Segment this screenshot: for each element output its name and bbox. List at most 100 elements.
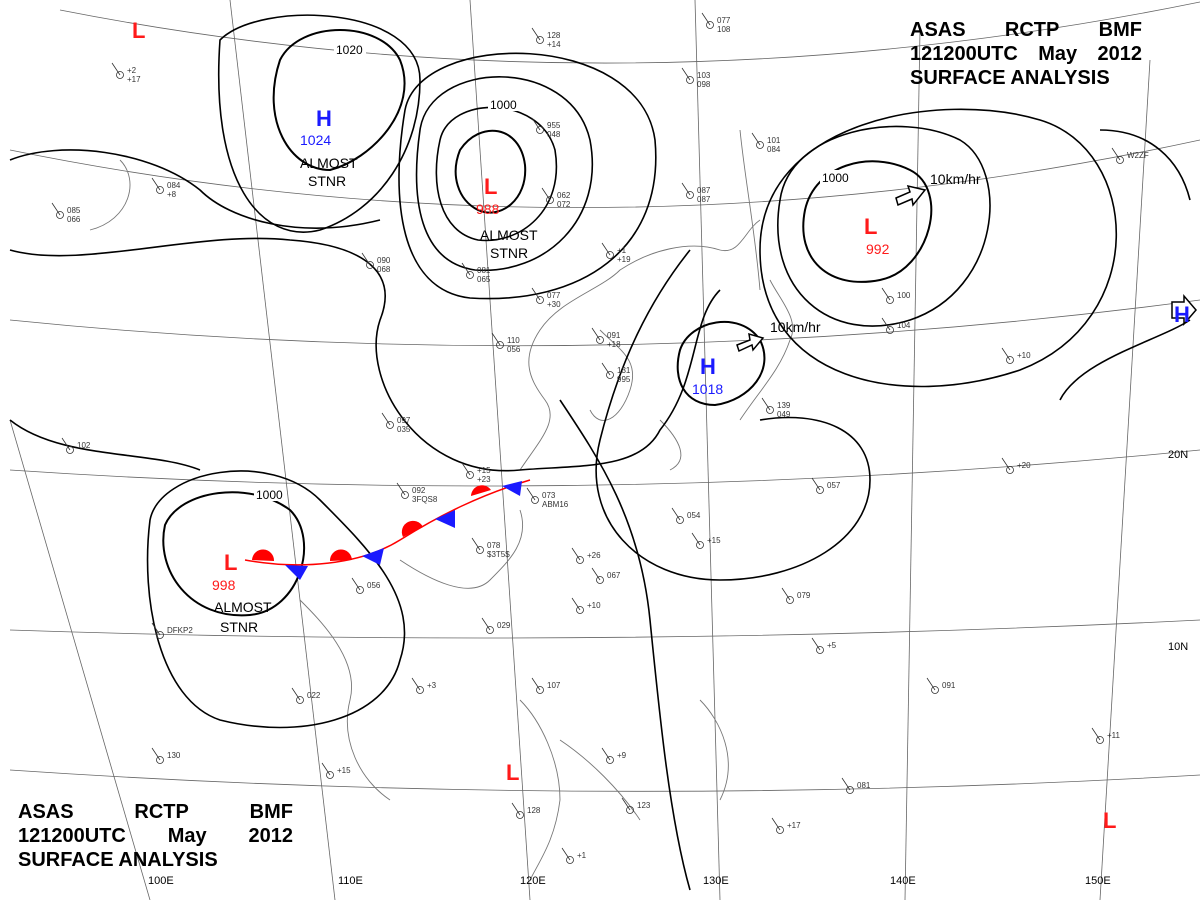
wind-barb	[781, 587, 791, 601]
station-circle	[326, 771, 334, 779]
station-value: +18	[607, 340, 621, 349]
station-value: +17	[787, 821, 801, 830]
station-value: 087	[697, 195, 711, 204]
station-circle	[156, 756, 164, 764]
station-value: +20	[1017, 461, 1031, 470]
station-circle	[706, 21, 714, 29]
wind-barb	[351, 577, 361, 591]
station-circle	[536, 296, 544, 304]
wind-barb	[601, 747, 611, 761]
wind-barb	[561, 847, 571, 861]
station-circle	[606, 251, 614, 259]
station-value: +11	[1107, 731, 1121, 740]
wind-barb	[811, 637, 821, 651]
header-word: 2012	[1097, 43, 1143, 65]
low-pressure-label: L	[224, 550, 237, 575]
wind-barb	[526, 487, 536, 501]
station-circle	[816, 646, 824, 654]
station-value: 098	[697, 80, 711, 89]
station-value: +15	[707, 536, 721, 545]
station-value: 955	[547, 121, 561, 130]
cold-front-barb	[285, 565, 308, 580]
station-value: ABM16	[542, 500, 569, 509]
station-circle	[886, 326, 894, 334]
low-pressure-label: L	[506, 760, 519, 785]
station-value: +15	[477, 466, 491, 475]
station-circle	[931, 686, 939, 694]
stationary-note-line2: STNR	[490, 245, 528, 261]
station-circle	[686, 76, 694, 84]
station-value: 128	[527, 806, 541, 815]
isobars	[9, 14, 1191, 891]
station-value: 107	[547, 681, 561, 690]
station-value: 085	[67, 206, 81, 215]
longitude-lines	[9, 0, 1151, 901]
station-value: DFKP2	[167, 626, 193, 635]
station-value: 139	[777, 401, 791, 410]
low-pressure-value: 998	[212, 577, 236, 593]
wind-barb	[541, 187, 551, 201]
station-circle	[296, 696, 304, 704]
wind-barb	[591, 327, 601, 341]
station-value: +10	[1017, 351, 1031, 360]
station-value: 049	[777, 410, 791, 419]
station-value: 091	[942, 681, 956, 690]
station-value: 995	[617, 375, 631, 384]
station-value: 067	[607, 571, 621, 580]
wind-barb	[471, 537, 481, 551]
station-circle	[596, 336, 604, 344]
stationary-note-line1: ALMOST	[214, 599, 272, 615]
wind-barb	[51, 202, 61, 216]
station-circle	[356, 586, 364, 594]
station-circle	[536, 126, 544, 134]
warm-front-bump	[329, 549, 352, 561]
station-circle	[66, 446, 74, 454]
wind-barb	[511, 802, 521, 816]
wind-barb	[151, 622, 161, 636]
station-value: 056	[367, 581, 381, 590]
station-value: W2ZF	[1127, 151, 1149, 160]
wind-barb	[151, 177, 161, 191]
header-word: 121200UTC	[910, 43, 1018, 65]
low-pressure-label: L	[132, 18, 145, 43]
station-value: +1	[577, 851, 587, 860]
station-value: +30	[547, 300, 561, 309]
wind-barb	[881, 287, 891, 301]
station-value: +5	[827, 641, 837, 650]
warm-front-bump	[401, 520, 423, 537]
station-value: 097	[397, 416, 411, 425]
station-circle	[686, 191, 694, 199]
wind-barb	[591, 567, 601, 581]
low-pressure-label: L	[1103, 808, 1116, 833]
station-circle	[466, 471, 474, 479]
station-circle	[466, 271, 474, 279]
station-circle	[486, 626, 494, 634]
station-value: 065	[477, 275, 491, 284]
wind-barb	[571, 547, 581, 561]
header-title: SURFACE ANALYSIS	[910, 67, 1110, 89]
lon-label: 100E	[148, 875, 174, 887]
wind-barb	[751, 132, 761, 146]
low-pressure-value: 988	[476, 201, 500, 217]
wind-barb	[671, 507, 681, 521]
wind-barb	[571, 597, 581, 611]
lon-label: 130E	[703, 875, 729, 887]
station-circle	[676, 516, 684, 524]
wind-barb	[601, 242, 611, 256]
station-value: 110	[507, 336, 520, 345]
wind-barb	[396, 482, 406, 496]
warm-front-bump	[471, 485, 491, 496]
wind-barb	[361, 252, 371, 266]
wind-barb	[621, 797, 631, 811]
wind-barb	[761, 397, 771, 411]
header-word: May	[167, 825, 207, 847]
high-pressure-value: 1024	[300, 132, 331, 148]
station-value: +23	[477, 475, 491, 484]
isobar-label: 1000	[490, 98, 517, 112]
station-circle	[156, 631, 164, 639]
station-value: 101	[767, 136, 781, 145]
header-word: 121200UTC	[18, 825, 126, 847]
wind-barb	[701, 12, 711, 26]
station-value: 130	[167, 751, 181, 760]
station-value: 090	[377, 256, 391, 265]
